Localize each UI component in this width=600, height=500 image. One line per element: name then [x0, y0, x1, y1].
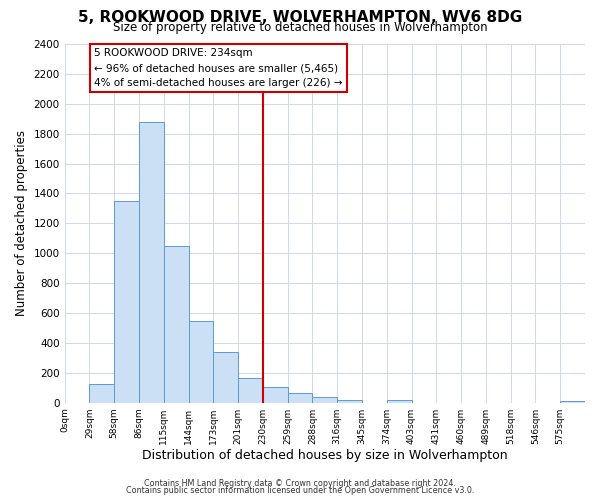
Bar: [114, 201, 139, 402]
Bar: [313, 398, 337, 402]
Bar: [387, 400, 412, 402]
Bar: [188, 320, 214, 402]
Bar: [263, 387, 287, 402]
Bar: [287, 393, 313, 402]
Text: Size of property relative to detached houses in Wolverhampton: Size of property relative to detached ho…: [113, 21, 487, 34]
Bar: [337, 400, 362, 402]
Bar: [89, 384, 114, 402]
Bar: [214, 352, 238, 403]
Text: 5 ROOKWOOD DRIVE: 234sqm
← 96% of detached houses are smaller (5,465)
4% of semi: 5 ROOKWOOD DRIVE: 234sqm ← 96% of detach…: [94, 48, 343, 88]
Text: 5, ROOKWOOD DRIVE, WOLVERHAMPTON, WV6 8DG: 5, ROOKWOOD DRIVE, WOLVERHAMPTON, WV6 8D…: [78, 10, 522, 25]
Text: Contains HM Land Registry data © Crown copyright and database right 2024.: Contains HM Land Registry data © Crown c…: [144, 478, 456, 488]
Y-axis label: Number of detached properties: Number of detached properties: [15, 130, 28, 316]
Bar: [560, 401, 585, 402]
Bar: [139, 122, 164, 402]
Bar: [238, 378, 263, 402]
Bar: [164, 246, 188, 402]
X-axis label: Distribution of detached houses by size in Wolverhampton: Distribution of detached houses by size …: [142, 450, 508, 462]
Text: Contains public sector information licensed under the Open Government Licence v3: Contains public sector information licen…: [126, 486, 474, 495]
